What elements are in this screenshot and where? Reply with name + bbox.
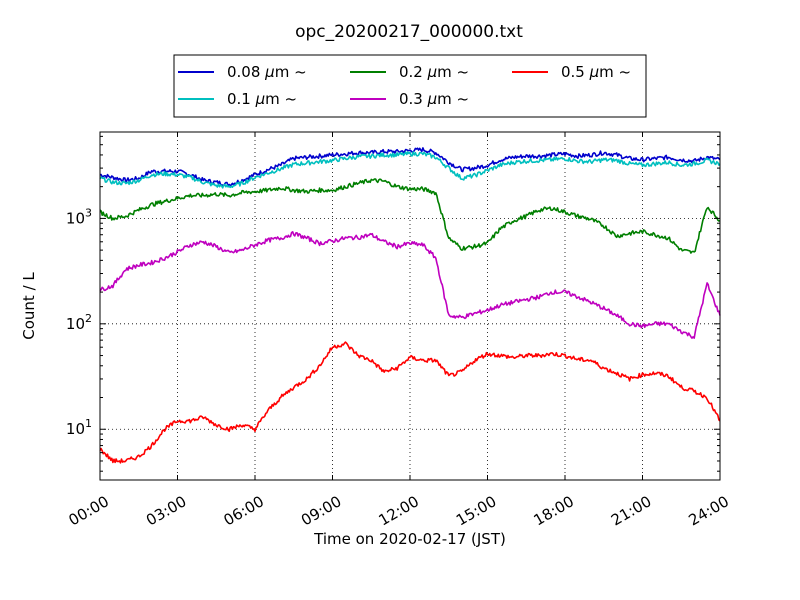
series-line: [99, 151, 721, 189]
legend-entry: 0.3 μm ~: [399, 90, 469, 108]
legend-entry: 0.2 μm ~: [399, 63, 469, 81]
legend-entry: 0.1 μm ~: [227, 90, 297, 108]
legend-box: [173, 54, 647, 118]
legend-entry: 0.08 μm ~: [227, 63, 307, 81]
y-tick-label: 103: [66, 206, 92, 227]
chart-title: opc_20200217_000000.txt: [295, 22, 523, 42]
legend: 0.08 μm ~ 0.1 μm ~ 0.2 μm ~ 0.3 μm ~ 0.5 μm …: [173, 54, 647, 118]
series-line: [99, 341, 721, 464]
grid: [100, 132, 720, 480]
series-line: [99, 231, 721, 339]
series-line: [99, 178, 721, 254]
series-line: [99, 147, 721, 187]
y-tick-label: 101: [66, 417, 92, 438]
legend-entry: 0.5 μm ~: [561, 63, 631, 81]
x-axis-label: Time on 2020-02-17 (JST): [313, 530, 506, 548]
y-tick-label: 102: [66, 312, 92, 333]
y-axis-label: Count / L: [20, 272, 38, 340]
series-layer: [99, 147, 721, 464]
